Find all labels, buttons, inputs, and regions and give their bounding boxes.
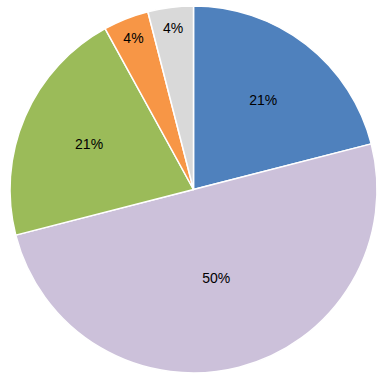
svg-text:50%: 50% [202, 270, 230, 286]
svg-text:21%: 21% [249, 92, 277, 108]
svg-text:4%: 4% [123, 30, 143, 46]
svg-text:21%: 21% [75, 136, 103, 152]
svg-text:4%: 4% [163, 20, 183, 36]
